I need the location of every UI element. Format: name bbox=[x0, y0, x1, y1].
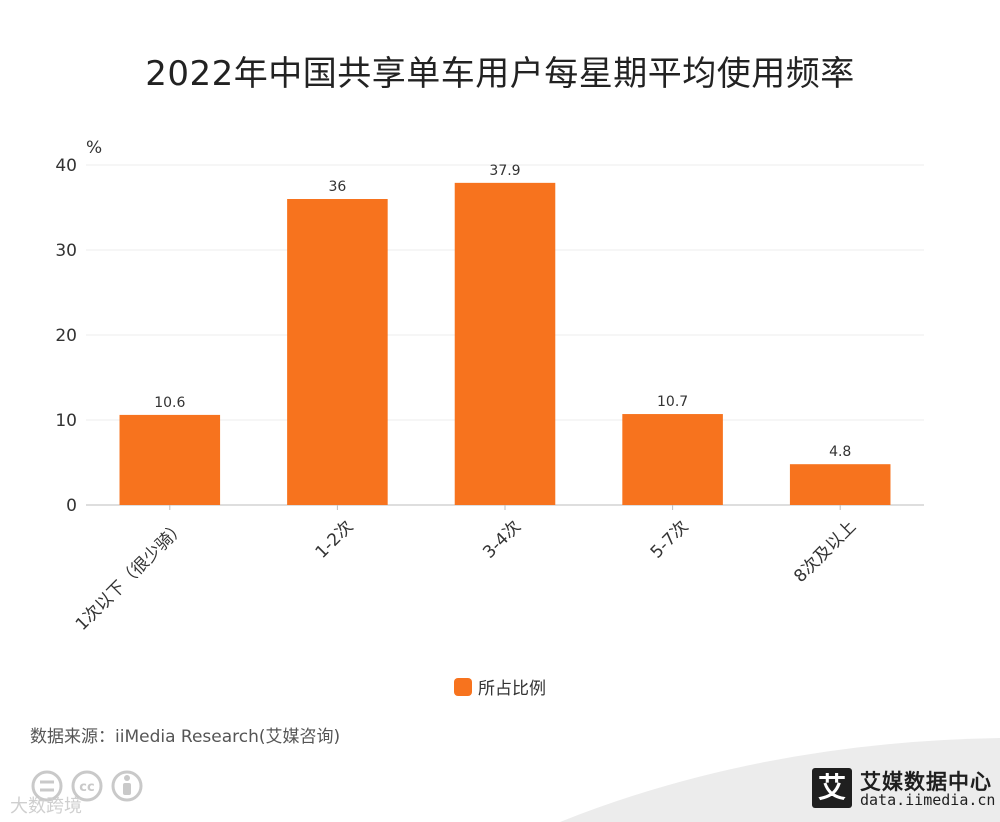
data-label: 37.9 bbox=[489, 163, 520, 179]
bar bbox=[287, 199, 388, 505]
data-label: 10.7 bbox=[657, 394, 688, 410]
svg-text:cc: cc bbox=[79, 780, 94, 795]
y-unit-label: % bbox=[86, 138, 102, 158]
brand-mark-icon: 艾 bbox=[812, 768, 852, 808]
bar-chart: 010203040%10.61次以下（很少骑）361-2次37.93-4次10.… bbox=[55, 138, 924, 635]
brand-name: 艾媒数据中心 bbox=[860, 770, 992, 794]
source-note: 数据来源：iiMedia Research(艾媒咨询) bbox=[30, 727, 341, 747]
chart-title: 2022年中国共享单车用户每星期平均使用频率 bbox=[145, 54, 855, 94]
watermark-icons: cc 大数跨境 bbox=[10, 770, 143, 817]
y-tick-label: 30 bbox=[55, 241, 77, 261]
legend-swatch bbox=[454, 677, 472, 696]
bar bbox=[622, 414, 723, 505]
bar bbox=[119, 414, 221, 505]
y-tick-label: 20 bbox=[55, 326, 77, 346]
cc-equals-icon bbox=[31, 770, 63, 802]
y-tick-label: 0 bbox=[66, 496, 77, 516]
cc-person-icon bbox=[111, 770, 143, 802]
brand-url: data.iimedia.cn bbox=[860, 791, 996, 809]
cc-icon: cc bbox=[71, 770, 103, 802]
data-label: 4.8 bbox=[829, 444, 851, 460]
y-tick-label: 10 bbox=[55, 411, 77, 431]
legend[interactable]: 所占比例 bbox=[0, 674, 1000, 699]
brand-logo[interactable]: 艾 艾媒数据中心 data.iimedia.cn bbox=[812, 766, 996, 810]
data-label: 36 bbox=[328, 179, 346, 195]
bar bbox=[789, 464, 891, 505]
watermark-text: 大数跨境 bbox=[10, 796, 82, 817]
y-tick-label: 40 bbox=[55, 156, 77, 176]
bar bbox=[454, 182, 556, 505]
data-label: 10.6 bbox=[154, 395, 185, 411]
legend-label: 所占比例 bbox=[478, 679, 546, 699]
